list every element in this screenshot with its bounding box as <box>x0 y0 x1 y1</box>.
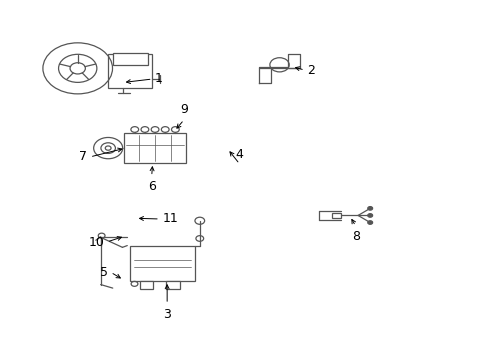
Text: 9: 9 <box>180 103 187 116</box>
Bar <box>139 281 153 289</box>
Text: 4: 4 <box>235 148 243 161</box>
Text: 10: 10 <box>88 235 104 248</box>
Text: 6: 6 <box>147 180 155 193</box>
Text: 2: 2 <box>307 64 315 77</box>
Bar <box>108 54 151 88</box>
Text: 1: 1 <box>155 72 163 85</box>
Text: 5: 5 <box>100 266 108 279</box>
Circle shape <box>105 146 111 150</box>
Bar <box>129 246 195 281</box>
Bar <box>123 133 186 163</box>
Bar <box>332 213 341 218</box>
Text: 11: 11 <box>162 212 178 225</box>
Circle shape <box>367 207 372 210</box>
Bar <box>166 281 180 289</box>
Text: 8: 8 <box>351 230 359 243</box>
Circle shape <box>367 221 372 224</box>
Circle shape <box>367 214 372 217</box>
Text: 3: 3 <box>163 307 171 321</box>
Text: 7: 7 <box>79 150 87 163</box>
Bar <box>113 54 147 65</box>
